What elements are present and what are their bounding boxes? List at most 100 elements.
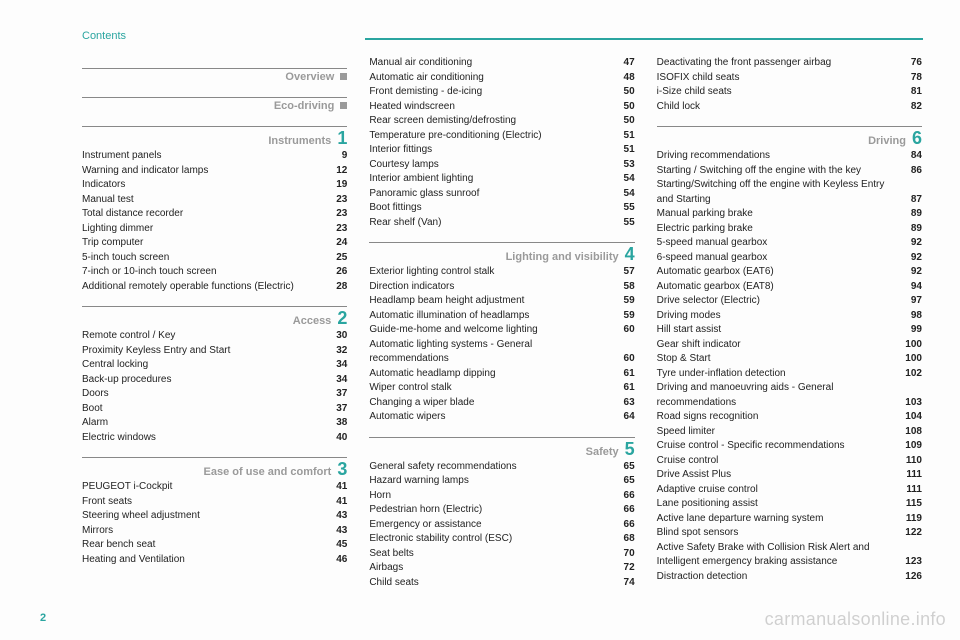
toc-entry: Manual air conditioning47	[369, 56, 634, 71]
toc-entry: Hill start assist99	[657, 323, 922, 338]
section-header: Lighting and visibility4	[369, 242, 634, 263]
toc-entry-label: Electric windows	[82, 431, 323, 446]
toc-entry-page: 24	[323, 236, 347, 251]
toc-entry-page: 65	[611, 474, 635, 489]
toc-entry: Starting/Switching off the engine with K…	[657, 178, 922, 207]
toc-entry: 5-inch touch screen25	[82, 251, 347, 266]
toc-entry-label: Tyre under-inflation detection	[657, 367, 898, 382]
toc-entry-page: 102	[898, 367, 922, 382]
toc-entry-label: Headlamp beam height adjustment	[369, 294, 610, 309]
toc-entry: Temperature pre-conditioning (Electric)5…	[369, 129, 634, 144]
page-number: 2	[40, 612, 46, 624]
toc-entry-label: Changing a wiper blade	[369, 396, 610, 411]
toc-entry: Panoramic glass sunroof54	[369, 187, 634, 202]
toc-entry-label: Boot fittings	[369, 201, 610, 216]
toc-entry-page: 126	[898, 570, 922, 585]
toc-entry-page: 45	[323, 538, 347, 553]
toc-entry-label: Instrument panels	[82, 149, 323, 164]
toc-column: Deactivating the front passenger airbag7…	[657, 56, 922, 590]
toc-entry: Gear shift indicator100	[657, 338, 922, 353]
toc-entry: Courtesy lamps53	[369, 158, 634, 173]
toc-entry: Automatic headlamp dipping61	[369, 367, 634, 382]
toc-entry-label: Back-up procedures	[82, 373, 323, 388]
toc-entry-page: 9	[323, 149, 347, 164]
toc-entry-label: Cruise control	[657, 454, 898, 469]
toc-entry-label: 7-inch or 10-inch touch screen	[82, 265, 323, 280]
toc-entry-page: 115	[898, 497, 922, 512]
toc-entry: Manual parking brake89	[657, 207, 922, 222]
toc-entry-label: Direction indicators	[369, 280, 610, 295]
toc-entry-label: Remote control / Key	[82, 329, 323, 344]
toc-entry: i-Size child seats81	[657, 85, 922, 100]
toc-entry-label: Driving modes	[657, 309, 898, 324]
toc-entry: Rear bench seat45	[82, 538, 347, 553]
toc-entry-page: 32	[323, 344, 347, 359]
toc-entry: Airbags72	[369, 561, 634, 576]
toc-entry-label: Driving and manoeuvring aids - General r…	[657, 381, 898, 410]
toc-entry: Interior fittings51	[369, 143, 634, 158]
section-number: 2	[337, 309, 347, 327]
toc-entry-page: 41	[323, 480, 347, 495]
toc-entry-page: 61	[611, 367, 635, 382]
toc-entry: Cruise control110	[657, 454, 922, 469]
toc-entry: Hazard warning lamps65	[369, 474, 634, 489]
toc-entry-label: Courtesy lamps	[369, 158, 610, 173]
toc-entry-page: 122	[898, 526, 922, 541]
toc-entry-page: 63	[611, 396, 635, 411]
toc-entry-label: Automatic air conditioning	[369, 71, 610, 86]
toc-entry: Drive Assist Plus111	[657, 468, 922, 483]
toc-entry-page: 84	[898, 149, 922, 164]
toc-entry-page: 37	[323, 402, 347, 417]
section-title: Lighting and visibility	[506, 251, 619, 263]
toc-entry: Blind spot sensors122	[657, 526, 922, 541]
square-icon	[340, 102, 347, 109]
toc-entry: Warning and indicator lamps12	[82, 164, 347, 179]
toc-entry: Driving recommendations84	[657, 149, 922, 164]
toc-entry-page: 86	[898, 164, 922, 179]
toc-entry-label: Heating and Ventilation	[82, 553, 323, 568]
toc-entry-label: Distraction detection	[657, 570, 898, 585]
section-number: 1	[337, 129, 347, 147]
toc-entry-page: 92	[898, 236, 922, 251]
toc-entry: Rear screen demisting/defrosting50	[369, 114, 634, 129]
toc-entry-label: Rear bench seat	[82, 538, 323, 553]
toc-entry-page: 111	[898, 468, 922, 483]
toc-entry: Manual test23	[82, 193, 347, 208]
toc-entry-page: 38	[323, 416, 347, 431]
toc-entry-page: 41	[323, 495, 347, 510]
toc-entry-page: 50	[611, 85, 635, 100]
toc-entry-page: 119	[898, 512, 922, 527]
toc-entry: Stop & Start100	[657, 352, 922, 367]
toc-entry-label: Front seats	[82, 495, 323, 510]
toc-entry: Distraction detection126	[657, 570, 922, 585]
section-title: Eco-driving	[274, 100, 335, 112]
toc-entry: General safety recommendations65	[369, 460, 634, 475]
toc-entry: Changing a wiper blade63	[369, 396, 634, 411]
toc-entry: Horn66	[369, 489, 634, 504]
toc-entry-page: 89	[898, 207, 922, 222]
toc-entry-page: 92	[898, 265, 922, 280]
toc-entry: Heated windscreen50	[369, 100, 634, 115]
toc-entry-page: 87	[898, 193, 922, 208]
toc-entry: 6-speed manual gearbox92	[657, 251, 922, 266]
toc-entry-label: Drive selector (Electric)	[657, 294, 898, 309]
toc-entry-label: Lane positioning assist	[657, 497, 898, 512]
toc-entry: Boot37	[82, 402, 347, 417]
toc-entry-page: 64	[611, 410, 635, 425]
toc-entry: Driving and manoeuvring aids - General r…	[657, 381, 922, 410]
toc-entry: Emergency or assistance66	[369, 518, 634, 533]
toc-entry-label: Proximity Keyless Entry and Start	[82, 344, 323, 359]
toc-entry-page: 25	[323, 251, 347, 266]
toc-entry-page: 68	[611, 532, 635, 547]
toc-entry-label: Lighting dimmer	[82, 222, 323, 237]
toc-entry: Electric parking brake89	[657, 222, 922, 237]
toc-entry: Automatic illumination of headlamps59	[369, 309, 634, 324]
toc-entry-page: 55	[611, 201, 635, 216]
toc-entry-page: 82	[898, 100, 922, 115]
toc-entry-label: Alarm	[82, 416, 323, 431]
toc-entry: Tyre under-inflation detection102	[657, 367, 922, 382]
toc-entry-page: 30	[323, 329, 347, 344]
toc-entry: Wiper control stalk61	[369, 381, 634, 396]
toc-entry: Mirrors43	[82, 524, 347, 539]
toc-entry-label: Pedestrian horn (Electric)	[369, 503, 610, 518]
